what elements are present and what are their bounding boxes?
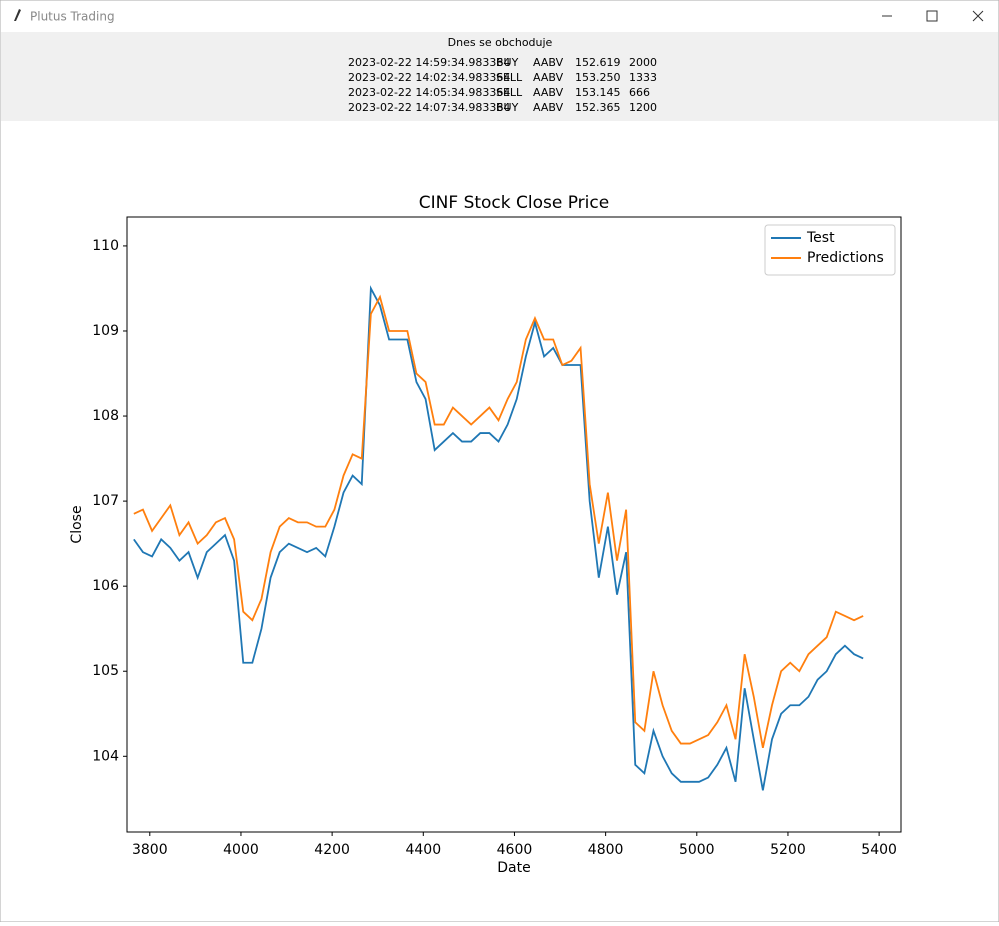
legend-label: Predictions — [807, 250, 884, 266]
trade-cell: BUY — [496, 56, 519, 69]
y-tick-label: 107 — [92, 493, 119, 509]
x-axis-label: Date — [497, 860, 530, 876]
plot-area — [126, 216, 902, 833]
series-line — [133, 285, 864, 791]
window-title: Plutus Trading — [30, 10, 115, 24]
trade-cell: 2000 — [629, 56, 657, 69]
y-axis-label: Close — [69, 505, 85, 543]
trade-cell: 2023-02-22 14:59:34.983364 — [348, 56, 510, 69]
header-panel — [1, 32, 998, 121]
trade-cell: AABV — [533, 86, 564, 99]
trade-cell: 152.365 — [575, 101, 621, 114]
app-icon — [14, 9, 21, 21]
y-tick-label: 105 — [92, 663, 119, 679]
trade-cell: 1200 — [629, 101, 657, 114]
series-line — [133, 294, 864, 748]
header-title: Dnes se obchoduje — [448, 36, 553, 49]
y-tick-label: 108 — [92, 408, 119, 424]
trade-cell: SELL — [496, 71, 523, 84]
trade-cell: 666 — [629, 86, 650, 99]
x-tick-label: 5000 — [679, 842, 715, 858]
x-tick-label: 4000 — [223, 842, 259, 858]
trade-cell: 153.145 — [575, 86, 621, 99]
legend-label: Test — [806, 230, 835, 246]
y-tick-label: 104 — [92, 748, 119, 764]
plot — [133, 285, 864, 791]
x-tick-label: 4600 — [497, 842, 533, 858]
x-tick-label: 3800 — [132, 842, 168, 858]
title-bar — [1, 1, 998, 32]
maximize-button[interactable] — [926, 10, 938, 22]
x-tick-label: 5200 — [770, 842, 806, 858]
chart-title: CINF Stock Close Price — [419, 193, 609, 213]
trade-cell: AABV — [533, 101, 564, 114]
trade-cell: AABV — [533, 56, 564, 69]
x-tick-label: 4800 — [588, 842, 624, 858]
y-tick-label: 109 — [92, 323, 119, 339]
x-tick-label: 4400 — [405, 842, 441, 858]
trade-cell: 1333 — [629, 71, 657, 84]
trade-cell: AABV — [533, 71, 564, 84]
trade-cell: 2023-02-22 14:07:34.983364 — [348, 101, 510, 114]
trade-cell: 2023-02-22 14:02:34.983364 — [348, 71, 510, 84]
close-button[interactable] — [972, 10, 984, 22]
trade-cell: 153.250 — [575, 71, 621, 84]
trade-cell: SELL — [496, 86, 523, 99]
trade-cell: 2023-02-22 14:05:34.983364 — [348, 86, 510, 99]
y-tick-label: 106 — [92, 578, 119, 594]
trade-cell: 152.619 — [575, 56, 621, 69]
x-tick-label: 5400 — [861, 842, 897, 858]
trade-cell: BUY — [496, 101, 519, 114]
x-tick-label: 4200 — [314, 842, 350, 858]
y-tick-label: 110 — [92, 238, 119, 254]
